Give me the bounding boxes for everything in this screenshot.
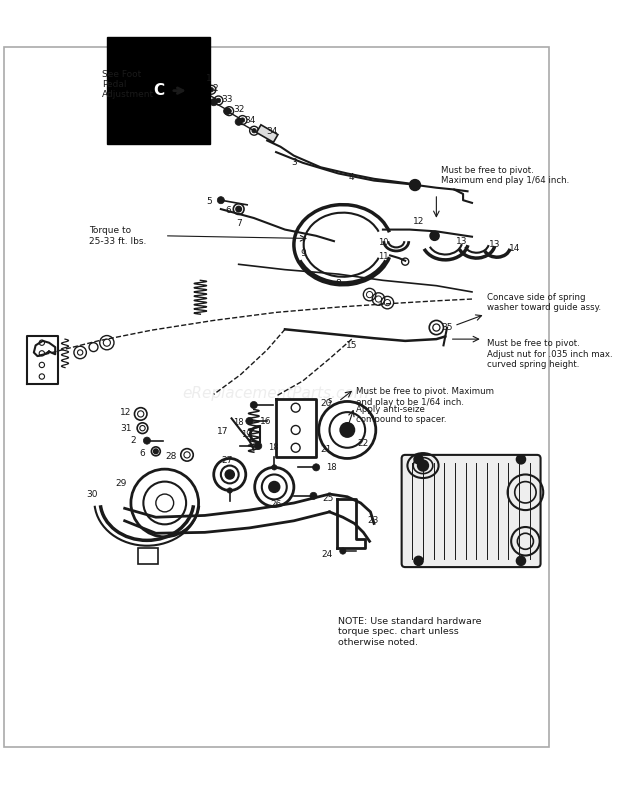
Text: 21: 21 xyxy=(321,445,332,454)
Circle shape xyxy=(154,449,158,453)
Text: s: s xyxy=(327,396,332,405)
Text: 17: 17 xyxy=(217,427,228,436)
Text: NOTE: Use standard hardware
torque spec. chart unless
otherwise noted.: NOTE: Use standard hardware torque spec.… xyxy=(339,617,482,647)
Text: 33: 33 xyxy=(221,95,233,104)
Text: Must be free to pivot.
Adjust nut for .035 inch max.
curved spring height.: Must be free to pivot. Adjust nut for .0… xyxy=(487,339,613,369)
Circle shape xyxy=(269,482,280,492)
Text: 14: 14 xyxy=(509,244,520,252)
Circle shape xyxy=(250,402,257,409)
Circle shape xyxy=(414,455,423,464)
Text: 6: 6 xyxy=(140,449,145,457)
Bar xyxy=(138,548,157,564)
Circle shape xyxy=(252,129,256,133)
Text: 12: 12 xyxy=(413,217,424,226)
Text: 15: 15 xyxy=(346,341,358,350)
Text: 34: 34 xyxy=(244,116,256,125)
Text: 2: 2 xyxy=(213,84,218,94)
FancyBboxPatch shape xyxy=(402,455,541,567)
Circle shape xyxy=(224,107,231,114)
Circle shape xyxy=(225,470,234,479)
Text: 2: 2 xyxy=(131,436,136,445)
Text: 20: 20 xyxy=(321,399,332,408)
Text: 22: 22 xyxy=(358,439,369,448)
Circle shape xyxy=(516,455,525,464)
Text: 1: 1 xyxy=(206,74,212,83)
Text: Torque to
25-33 ft. lbs.: Torque to 25-33 ft. lbs. xyxy=(89,226,146,245)
Text: 34: 34 xyxy=(266,127,277,136)
Text: 28: 28 xyxy=(165,452,176,461)
Text: 11: 11 xyxy=(378,252,388,260)
Circle shape xyxy=(227,488,232,493)
Text: Concave side of spring
washer toward guide assy.: Concave side of spring washer toward gui… xyxy=(487,293,601,312)
Text: 4: 4 xyxy=(349,172,355,182)
Text: See Foot
Pedal
Adjustment: See Foot Pedal Adjustment xyxy=(102,70,154,99)
Circle shape xyxy=(430,231,439,241)
Text: 25: 25 xyxy=(322,494,334,503)
Circle shape xyxy=(418,461,428,471)
Text: 27: 27 xyxy=(221,456,232,464)
Circle shape xyxy=(272,464,277,470)
Text: 5: 5 xyxy=(206,198,212,206)
Text: 26: 26 xyxy=(270,500,281,509)
Text: Must be free to pivot.
Maximum end play 1/64 inch.: Must be free to pivot. Maximum end play … xyxy=(441,166,569,185)
Text: 13: 13 xyxy=(456,237,467,245)
Text: 31: 31 xyxy=(120,424,132,433)
Text: 32: 32 xyxy=(233,105,244,114)
Circle shape xyxy=(200,88,206,95)
Circle shape xyxy=(227,109,231,114)
Text: 10: 10 xyxy=(378,237,388,247)
Text: 8: 8 xyxy=(335,279,341,288)
Text: 23: 23 xyxy=(367,516,378,526)
Text: C: C xyxy=(153,83,164,98)
Text: 18: 18 xyxy=(268,443,279,453)
Text: 19: 19 xyxy=(242,430,252,439)
Text: 7: 7 xyxy=(236,219,242,228)
Circle shape xyxy=(216,98,221,102)
Circle shape xyxy=(210,98,217,106)
Text: Must be free to pivot. Maximum
end play to be 1/64 inch.: Must be free to pivot. Maximum end play … xyxy=(356,387,494,407)
Circle shape xyxy=(241,118,245,122)
Text: 6: 6 xyxy=(225,206,231,215)
Text: 18: 18 xyxy=(233,418,244,427)
Circle shape xyxy=(192,77,200,84)
Text: 30: 30 xyxy=(86,490,98,499)
Text: eReplacementParts.com: eReplacementParts.com xyxy=(183,386,370,401)
Circle shape xyxy=(410,179,420,191)
Circle shape xyxy=(255,442,262,449)
Bar xyxy=(257,125,278,142)
Circle shape xyxy=(516,557,525,565)
Text: 18: 18 xyxy=(326,463,337,472)
Text: 24: 24 xyxy=(322,550,333,559)
Circle shape xyxy=(217,197,224,204)
Circle shape xyxy=(235,118,242,125)
Circle shape xyxy=(414,557,423,565)
Circle shape xyxy=(236,206,241,212)
Circle shape xyxy=(340,548,346,554)
Text: 9: 9 xyxy=(300,249,306,258)
Circle shape xyxy=(143,437,151,444)
Text: 3: 3 xyxy=(291,158,297,168)
Text: 29: 29 xyxy=(115,479,126,488)
Text: 12: 12 xyxy=(120,407,131,417)
Text: 35: 35 xyxy=(441,323,453,332)
Text: Apply anti-seize
compound to spacer.: Apply anti-seize compound to spacer. xyxy=(356,405,447,425)
Circle shape xyxy=(246,418,253,425)
Circle shape xyxy=(310,492,317,499)
Circle shape xyxy=(209,87,213,92)
Circle shape xyxy=(340,423,355,437)
Circle shape xyxy=(312,464,320,471)
Text: 13: 13 xyxy=(489,241,500,249)
Text: 16: 16 xyxy=(260,417,271,426)
